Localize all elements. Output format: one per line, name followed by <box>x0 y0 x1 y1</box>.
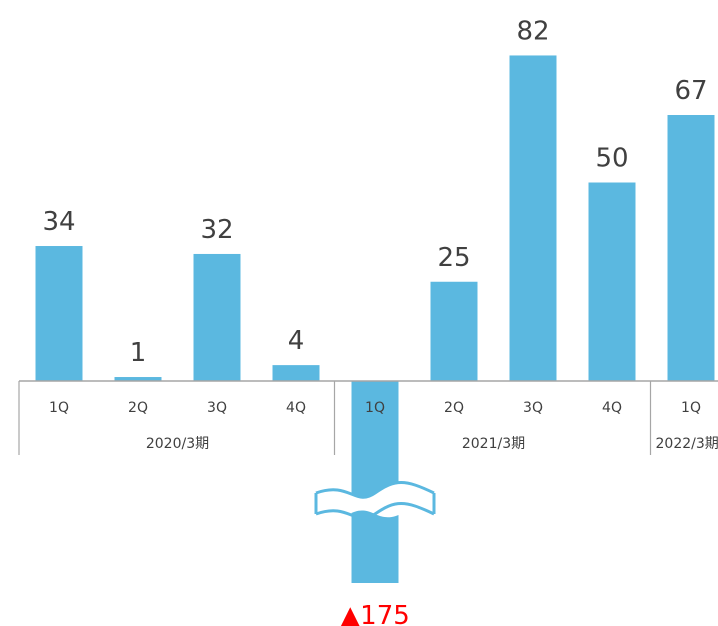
category-axis: 1Q 2Q 3Q 4Q 1Q 2Q 3Q 4Q 1Q 2020/3期 2021/3期 2022/3期 <box>18 380 718 455</box>
group-label-3: 2022/3期 <box>656 436 718 452</box>
bars-layer <box>35 55 715 583</box>
data-label-5: ▲175 <box>340 601 410 626</box>
data-label-2: 1 <box>130 338 147 368</box>
tick-label-1: 1Q <box>49 400 69 416</box>
bar-3 <box>193 253 241 381</box>
tick-label-9: 1Q <box>681 400 701 416</box>
data-label-1: 34 <box>42 207 75 237</box>
axis-break-layer <box>314 481 436 520</box>
data-labels-layer: 34 1 32 4 ▲175 25 82 50 67 <box>42 16 707 626</box>
group-label-2: 2021/3期 <box>462 436 525 452</box>
tick-label-5: 1Q <box>365 400 385 416</box>
bar-2 <box>114 377 162 381</box>
bar-9 <box>667 115 715 381</box>
data-label-3: 32 <box>200 215 233 245</box>
axis-break-fill <box>316 482 434 518</box>
bar-1 <box>35 246 83 381</box>
tick-label-6: 2Q <box>444 400 464 416</box>
data-label-7: 82 <box>516 16 549 46</box>
tick-label-2: 2Q <box>128 400 148 416</box>
bar-8 <box>588 182 636 381</box>
data-label-8: 50 <box>595 144 628 174</box>
bar-7 <box>509 55 557 382</box>
group-label-1: 2020/3期 <box>146 436 209 452</box>
axis-break-wave-bottom <box>315 502 435 520</box>
data-label-4: 4 <box>288 326 305 356</box>
data-label-9: 67 <box>674 76 707 106</box>
tick-label-8: 4Q <box>602 400 622 416</box>
bar-6 <box>430 281 478 381</box>
bar-4 <box>272 365 320 381</box>
tick-label-3: 3Q <box>207 400 227 416</box>
tick-label-4: 4Q <box>286 400 306 416</box>
data-label-6: 25 <box>437 243 470 273</box>
axis-break-wave-top <box>315 481 435 499</box>
tick-label-7: 3Q <box>523 400 543 416</box>
bar-5 <box>351 381 399 583</box>
